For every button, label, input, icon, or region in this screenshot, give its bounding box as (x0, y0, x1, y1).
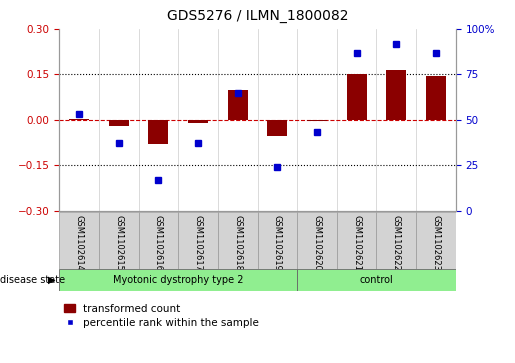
Text: disease state: disease state (0, 275, 65, 285)
Text: GSM1102623: GSM1102623 (432, 215, 440, 271)
Text: GSM1102614: GSM1102614 (75, 215, 83, 271)
Text: ▶: ▶ (47, 275, 55, 285)
Bar (386, 70, 406, 120)
Bar (178, 212, 218, 269)
Text: Myotonic dystrophy type 2: Myotonic dystrophy type 2 (113, 275, 244, 285)
Text: GSM1102617: GSM1102617 (194, 215, 202, 271)
Text: GSM1102619: GSM1102619 (273, 215, 282, 271)
Text: GDS5276 / ILMN_1800082: GDS5276 / ILMN_1800082 (167, 9, 348, 23)
Bar (307, 120, 327, 121)
Text: GSM1102615: GSM1102615 (114, 215, 123, 271)
Bar (69, 119, 89, 120)
Bar (426, 76, 446, 120)
Bar (258, 212, 297, 269)
Bar (376, 212, 416, 269)
Bar (416, 212, 456, 269)
Bar (109, 120, 129, 126)
Bar (148, 120, 168, 144)
Text: GSM1102620: GSM1102620 (313, 215, 321, 271)
Bar (297, 212, 337, 269)
Bar (188, 120, 208, 123)
Bar (218, 212, 258, 269)
Bar (297, 269, 456, 291)
Bar (139, 212, 178, 269)
Bar (99, 212, 139, 269)
Bar (228, 90, 248, 120)
Bar (347, 74, 367, 120)
Bar (267, 120, 287, 136)
Text: control: control (359, 275, 393, 285)
Bar (337, 212, 376, 269)
Text: GSM1102616: GSM1102616 (154, 215, 163, 271)
Legend: transformed count, percentile rank within the sample: transformed count, percentile rank withi… (64, 303, 259, 328)
Bar (59, 269, 297, 291)
Bar (59, 212, 99, 269)
Text: GSM1102621: GSM1102621 (352, 215, 361, 271)
Text: GSM1102618: GSM1102618 (233, 215, 242, 271)
Text: GSM1102622: GSM1102622 (392, 215, 401, 271)
